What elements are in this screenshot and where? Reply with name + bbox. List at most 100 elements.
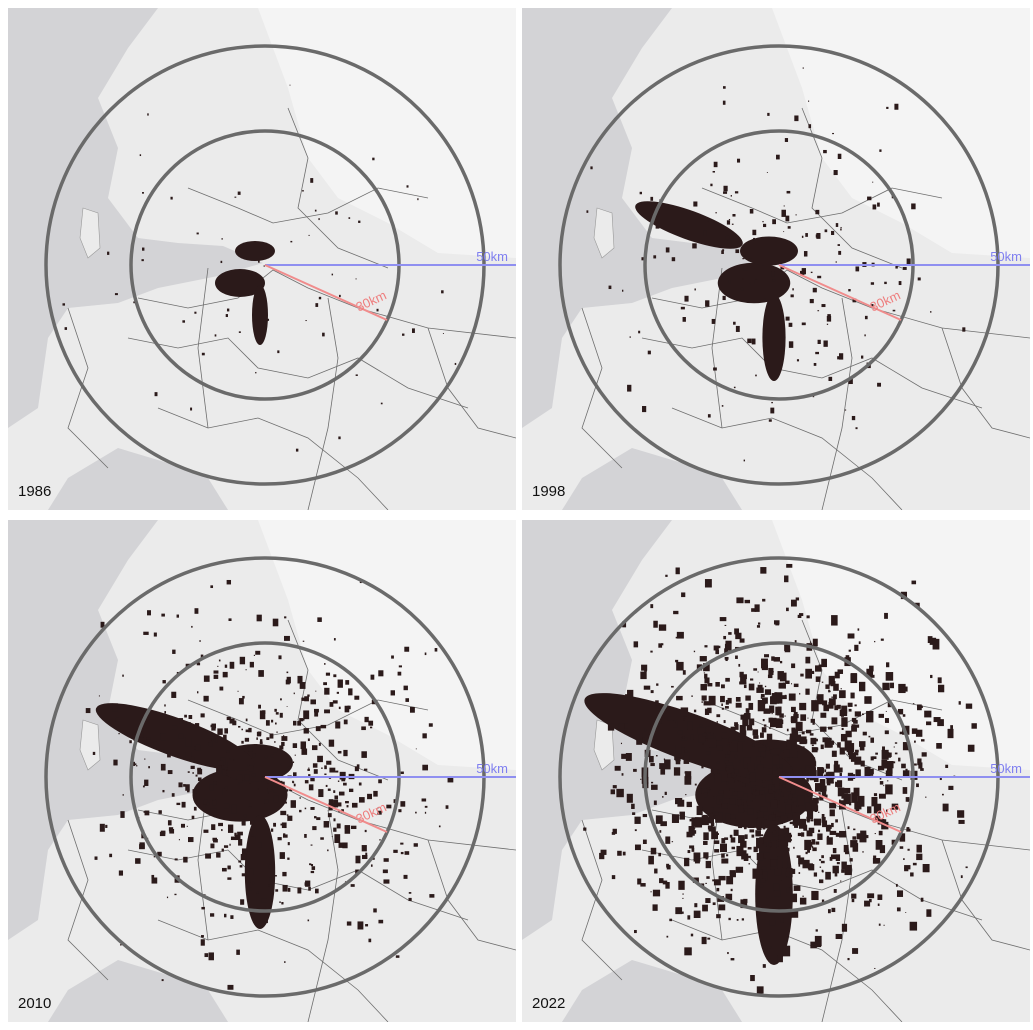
urban-patch [279, 901, 281, 902]
urban-patch [822, 820, 827, 827]
urban-patch [271, 828, 273, 831]
urban-patch [851, 894, 856, 899]
urban-patch [109, 854, 112, 857]
urban-patch [730, 835, 733, 838]
radius-label: 50km [476, 249, 508, 264]
urban-patch [786, 871, 790, 876]
urban-patch [333, 818, 335, 821]
urban-patch [273, 788, 277, 793]
urban-patch [255, 651, 260, 655]
urban-patch [720, 696, 725, 702]
urban-patch [225, 665, 227, 668]
urban-patch [335, 721, 340, 728]
urban-patch [773, 748, 780, 754]
urban-patch [228, 825, 233, 833]
urban-patch [827, 837, 833, 844]
urban-patch [742, 918, 744, 920]
urban-patch [812, 722, 814, 724]
urban-patch [211, 824, 215, 830]
urban-patch [240, 657, 245, 664]
urban-patch [615, 766, 621, 771]
urban-patch [921, 706, 923, 708]
urban-patch [807, 819, 810, 823]
urban-patch [715, 212, 716, 213]
urban-patch [400, 801, 405, 807]
urban-patch [333, 700, 338, 703]
urban-patch [819, 879, 823, 883]
urban-patch [245, 738, 249, 742]
urban-patch [845, 865, 852, 875]
urban-patch [864, 696, 871, 704]
urban-patch [735, 755, 738, 759]
urban-patch [760, 567, 766, 574]
urban-patch [757, 853, 764, 860]
urban-patch [660, 821, 667, 826]
urban-patch [802, 860, 809, 868]
urban-patch [772, 279, 775, 281]
urban-patch [314, 816, 316, 818]
urban-patch [742, 784, 746, 787]
urban-patch [293, 743, 297, 748]
urban-patch [230, 915, 233, 919]
urban-patch [869, 666, 874, 672]
urban-patch [184, 715, 187, 718]
urban-patch [188, 837, 194, 842]
urban-patch [867, 893, 874, 898]
urban-patch [781, 880, 782, 881]
urban-patch [321, 725, 327, 728]
urban-patch [715, 736, 722, 740]
urban-patch [905, 912, 906, 913]
urban-patch [706, 727, 710, 733]
urban-patch [689, 826, 695, 836]
urban-patch [838, 251, 841, 255]
urban-patch [326, 673, 330, 676]
urban-patch [795, 812, 796, 813]
urban-patch [676, 696, 683, 700]
urban-patch [665, 575, 667, 577]
urban-patch [399, 665, 402, 667]
urban-patch [694, 827, 695, 828]
urban-patch [761, 697, 762, 699]
urban-patch [162, 979, 164, 981]
urban-patch [249, 869, 253, 875]
urban-patch [178, 734, 183, 739]
urban-patch [333, 790, 335, 793]
urban-patch [738, 245, 740, 247]
urban-patch [735, 633, 741, 639]
urban-patch [115, 718, 119, 722]
urban-patch [950, 725, 953, 729]
urban-patch [288, 842, 290, 845]
urban-patch [878, 904, 880, 906]
urban-patch [749, 719, 754, 726]
urban-patch [405, 851, 410, 855]
urban-patch [742, 258, 744, 259]
urban-patch [864, 334, 865, 336]
urban-patch [916, 783, 919, 787]
urban-patch [744, 827, 747, 829]
urban-patch [848, 826, 850, 829]
urban-patch [739, 761, 741, 762]
urban-patch [317, 617, 322, 622]
urban-patch [784, 828, 790, 834]
urban-patch [147, 113, 148, 115]
urban-patch [830, 809, 835, 816]
urban-patch [622, 290, 623, 292]
urban-patch [213, 839, 218, 843]
urban-patch [227, 866, 230, 870]
urban-patch [227, 580, 231, 584]
urban-patch [809, 767, 816, 774]
urban-patch [703, 815, 707, 819]
urban-patch [287, 672, 289, 674]
urban-patch [659, 763, 666, 769]
urban-patch [685, 750, 688, 753]
urban-patch [923, 864, 930, 872]
urban-patch [356, 374, 358, 376]
urban-patch [312, 745, 317, 750]
urban-patch [763, 785, 767, 788]
urban-patch [700, 656, 707, 661]
urban-patch [275, 889, 278, 891]
urban-patch [873, 204, 877, 209]
urban-patch [773, 831, 776, 835]
urban-patch [759, 885, 763, 888]
urban-patch [768, 675, 773, 678]
